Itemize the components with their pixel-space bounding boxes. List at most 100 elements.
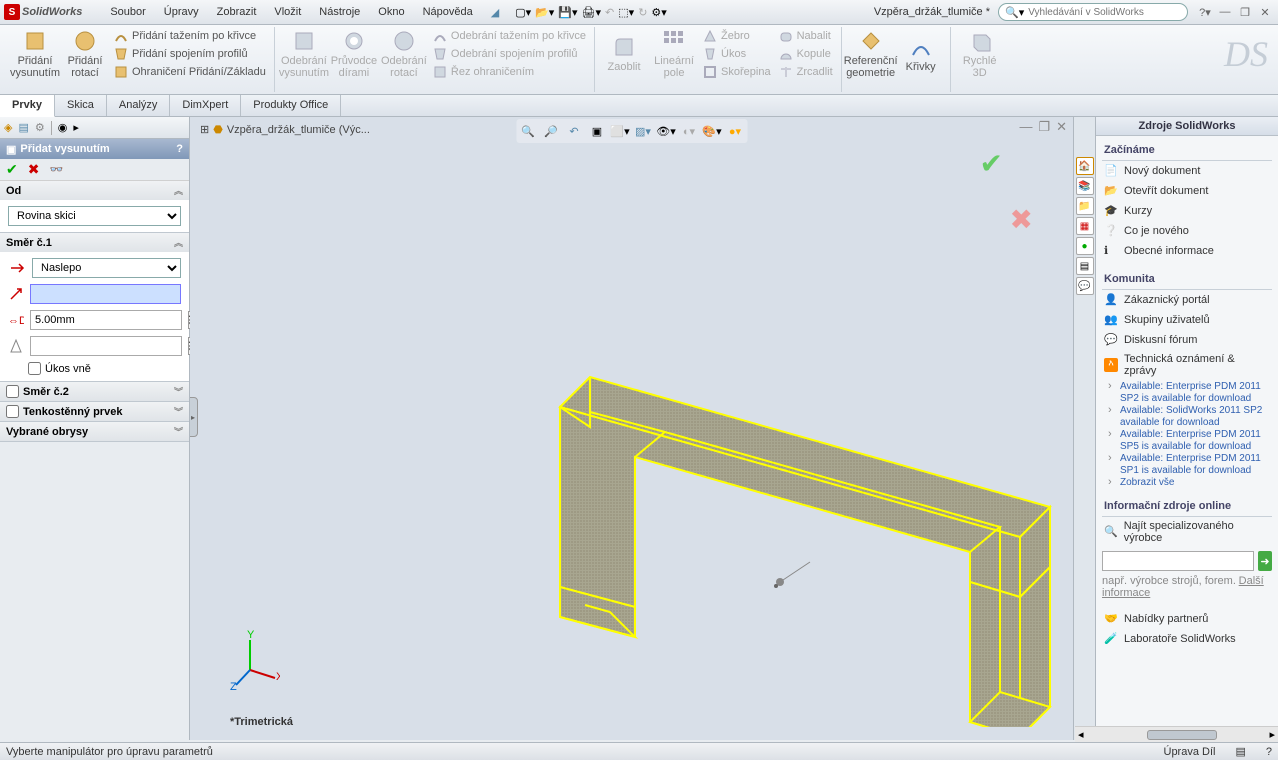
new-icon[interactable]: ▢▾	[515, 6, 531, 19]
scroll-thumb[interactable]	[1147, 730, 1217, 740]
config-icon[interactable]: ⚙	[35, 121, 45, 134]
restore-icon[interactable]: ❐	[1236, 4, 1254, 20]
ribbon-sweep-cut[interactable]: Odebrání tažením po křivce	[429, 28, 590, 44]
select-icon[interactable]: ⬚▾	[618, 6, 634, 19]
rp-labs[interactable]: 🧪Laboratoře SolidWorks	[1102, 629, 1272, 649]
tab-prvky[interactable]: Prvky	[0, 95, 55, 117]
smer1-select[interactable]: Naslepo	[32, 258, 181, 278]
chevron-up-icon[interactable]: ︽	[174, 184, 183, 197]
menu-upravy[interactable]: Úpravy	[156, 3, 207, 22]
rp-open-doc[interactable]: 📂Otevřít dokument	[1102, 181, 1272, 201]
rt-palette-icon[interactable]: ▦	[1076, 217, 1094, 235]
tab-dimxpert[interactable]: DimXpert	[170, 95, 241, 116]
rp-whatsnew[interactable]: ❔Co je nového	[1102, 221, 1272, 241]
draft-input[interactable]	[30, 336, 182, 356]
rp-news-2[interactable]: Available: SolidWorks 2011 SP2 available…	[1120, 405, 1262, 428]
draft-angle-icon[interactable]	[8, 337, 24, 355]
rp-new-doc[interactable]: 📄Nový dokument	[1102, 161, 1272, 181]
distance-input[interactable]	[30, 310, 182, 330]
ribbon-instant3d[interactable]: Rychlé 3D	[955, 27, 1005, 81]
expand-icon[interactable]: ▸	[73, 121, 79, 134]
rp-forum[interactable]: 💬Diskusní fórum	[1102, 330, 1272, 350]
ribbon-draft[interactable]: Úkos	[699, 46, 775, 62]
rp-search-go[interactable]: ➜	[1258, 551, 1272, 571]
pm-icon[interactable]: ▤	[18, 121, 28, 134]
ribbon-sweep-boss[interactable]: Přidání tažením po křivce	[110, 28, 270, 44]
tab-skica[interactable]: Skica	[55, 95, 107, 116]
pm-cancel-icon[interactable]: ✖	[28, 161, 40, 178]
print-icon[interactable]: 🖨▾	[582, 6, 602, 19]
reverse-dir-icon[interactable]	[8, 259, 26, 277]
options-icon[interactable]: ⚙▾	[651, 6, 666, 19]
ribbon-loft-cut[interactable]: Odebrání spojením profilů	[429, 46, 590, 62]
rt-explorer-icon[interactable]: 📁	[1076, 197, 1094, 215]
menu-soubor[interactable]: Soubor	[102, 3, 153, 22]
ribbon-wrap[interactable]: Nabalit	[775, 28, 837, 44]
ribbon-dome[interactable]: Kopule	[775, 46, 837, 62]
rp-scrollbar[interactable]: ◂ ▸	[1075, 726, 1278, 742]
rebuild-icon[interactable]: ↻	[638, 6, 647, 19]
menu-vlozit[interactable]: Vložit	[266, 3, 309, 22]
rt-appearance-icon[interactable]: ●	[1076, 237, 1094, 255]
minimize-icon[interactable]: —	[1216, 4, 1234, 20]
od-select[interactable]: Rovina skici	[8, 206, 181, 226]
rp-groups[interactable]: 👥Skupiny uživatelů	[1102, 310, 1272, 330]
close-icon[interactable]: ✕	[1256, 4, 1274, 20]
menu-zobrazit[interactable]: Zobrazit	[209, 3, 265, 22]
status-help-icon[interactable]: ?	[1266, 746, 1272, 758]
ribbon-boundary-cut[interactable]: Řez ohraničením	[429, 64, 590, 80]
rt-home-icon[interactable]: 🏠	[1076, 157, 1094, 175]
rt-library-icon[interactable]: 📚	[1076, 177, 1094, 195]
rp-news-3[interactable]: Available: Enterprise PDM 2011 SP5 is av…	[1120, 429, 1261, 452]
rp-partners[interactable]: 🤝Nabídky partnerů	[1102, 609, 1272, 629]
ribbon-extrude-cut[interactable]: Odebrání vysunutím	[279, 27, 329, 81]
ribbon-rib[interactable]: Žebro	[699, 28, 775, 44]
undo-icon[interactable]: ↶	[605, 6, 614, 19]
menu-okno[interactable]: Okno	[370, 3, 412, 22]
rp-search-input[interactable]	[1102, 551, 1254, 571]
viewport[interactable]: ⊞ ⬣ Vzpěra_držák_tlumiče (Výc... 🔍 🔎 ↶ ▣…	[190, 117, 1073, 740]
rp-news-4[interactable]: Available: Enterprise PDM 2011 SP1 is av…	[1120, 453, 1261, 476]
menu-nastroje[interactable]: Nástroje	[311, 3, 368, 22]
chevron-up-icon[interactable]: ︽	[174, 236, 183, 249]
rp-news-1[interactable]: Available: Enterprise PDM 2011 SP2 is av…	[1120, 381, 1261, 404]
status-units-icon[interactable]: ▤	[1235, 745, 1245, 758]
rp-general[interactable]: ℹObecné informace	[1102, 241, 1272, 261]
pm-preview-icon[interactable]: 👓	[49, 163, 63, 176]
ribbon-revolve-boss[interactable]: Přidání rotací	[60, 27, 110, 81]
scroll-right-icon[interactable]: ▸	[1266, 728, 1278, 741]
pm-help-icon[interactable]: ?	[176, 143, 183, 155]
ribbon-revolve-cut[interactable]: Odebrání rotací	[379, 27, 429, 81]
menu-napoveda[interactable]: Nápověda	[415, 3, 481, 22]
rt-forum-icon[interactable]: 💬	[1076, 277, 1094, 295]
ribbon-fillet[interactable]: Zaoblit	[599, 27, 649, 81]
search-box[interactable]: 🔍▾	[998, 3, 1188, 21]
ribbon-extrude-boss[interactable]: Přidání vysunutím	[10, 27, 60, 81]
ribbon-mirror[interactable]: Zrcadlit	[775, 64, 837, 80]
ribbon-linear-pattern[interactable]: Lineární pole	[649, 27, 699, 81]
help-q-icon[interactable]: ?▾	[1196, 4, 1214, 20]
ribbon-shell[interactable]: Skořepina	[699, 64, 775, 80]
tab-produkty[interactable]: Produkty Office	[241, 95, 341, 116]
save-icon[interactable]: 💾▾	[558, 6, 577, 19]
chevron-down-icon[interactable]: ︾	[174, 425, 183, 438]
help-icon[interactable]: ◢	[483, 3, 507, 22]
tenk-checkbox[interactable]	[6, 405, 19, 418]
tree-icon[interactable]: ◈	[4, 121, 12, 134]
rp-tutorials[interactable]: 🎓Kurzy	[1102, 201, 1272, 221]
ribbon-ref-geometry[interactable]: Referenční geometrie	[846, 27, 896, 81]
pm-ok-icon[interactable]: ✔	[6, 161, 18, 178]
open-icon[interactable]: 📂▾	[535, 6, 554, 19]
chevron-down-icon[interactable]: ︾	[174, 405, 183, 418]
ribbon-hole-wizard[interactable]: Průvodce dírami	[329, 27, 379, 81]
filter-icon[interactable]: ◉	[58, 121, 68, 134]
ribbon-curves[interactable]: Křivky	[896, 27, 946, 81]
rp-portal[interactable]: 👤Zákaznický portál	[1102, 290, 1272, 310]
search-input[interactable]	[1028, 7, 1181, 18]
rt-props-icon[interactable]: ▤	[1076, 257, 1094, 275]
tab-analyzy[interactable]: Analýzy	[107, 95, 171, 116]
direction-field[interactable]	[30, 284, 181, 304]
ribbon-boundary-boss[interactable]: Ohraničení Přidání/Základu	[110, 64, 270, 80]
rp-show-all[interactable]: Zobrazit vše	[1120, 477, 1174, 488]
orientation-triad[interactable]: Y X Z	[220, 630, 280, 690]
